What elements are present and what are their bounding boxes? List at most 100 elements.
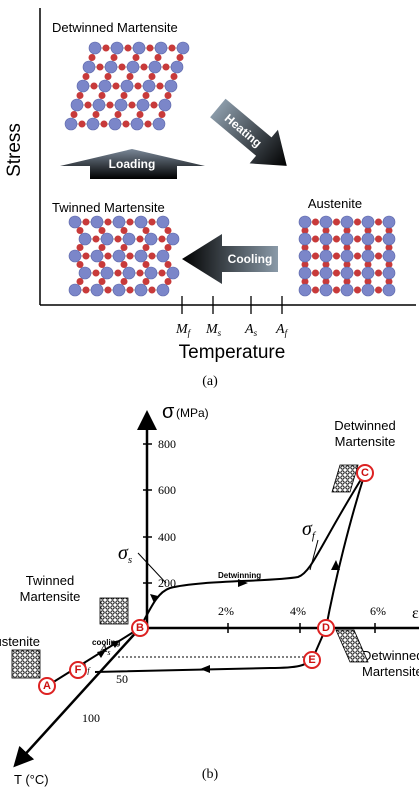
atom [312,253,319,260]
atom [383,233,395,245]
page: Stress Detwinned Martensite Twinned Mart… [0,0,419,794]
atom [149,219,156,226]
atom [299,250,311,262]
atom [103,45,110,52]
atom [383,216,395,228]
atom [129,102,136,109]
atom [119,64,126,71]
atom [159,270,166,277]
y-axis-label: Stress [4,123,25,177]
atom [171,73,178,80]
atom [362,250,374,262]
arrow-label: Cooling [228,252,273,266]
atom [109,118,121,130]
atom [91,284,103,296]
atom [107,102,114,109]
atom [113,284,125,296]
label: Detwinning [218,571,261,580]
atom [113,83,120,90]
atom [143,227,150,234]
atom [93,99,105,111]
atom [333,270,340,277]
atom [121,92,128,99]
tick-label: 2% [218,604,234,618]
label: σf [302,518,317,542]
point-label: C [361,467,369,479]
atom [362,284,374,296]
atom [69,216,81,228]
atom [163,64,170,71]
atom [79,121,86,128]
atom [354,236,361,243]
atom [77,244,84,251]
atom [105,61,117,73]
atom [137,236,144,243]
atom [93,111,100,118]
label: Martensite [335,434,396,449]
point-label: E [308,654,315,666]
heating-arrow: Heating [204,91,301,183]
atom [177,54,184,61]
tick-label: Ms [205,322,222,338]
atom [299,216,311,228]
atom [135,284,147,296]
atom [147,45,154,52]
atom [149,61,161,73]
atom [65,118,77,130]
atom [165,92,172,99]
atom [159,99,171,111]
tick-label: As [244,322,258,338]
atom [99,80,111,92]
atom [153,118,165,130]
atom [89,42,101,54]
atom [375,219,382,226]
atom [375,270,382,277]
atom [99,278,106,285]
atom [131,118,143,130]
label: Detwinned Martensite [52,20,178,35]
atom [157,284,169,296]
atom [312,287,319,294]
label: Twinned [26,573,74,588]
atom [91,216,103,228]
atom [341,233,353,245]
atom [362,267,374,279]
tick-label: 100 [82,711,100,725]
atom [143,278,150,285]
atom [93,270,100,277]
panel-b: σ (MPa) 800 600 400 200 2% 4% 6% ε 50 10… [0,401,419,787]
atom [333,287,340,294]
tick-label: 600 [158,483,176,497]
atom [105,253,112,260]
atom [83,219,90,226]
axis-symbol: σ [162,401,175,423]
atom [125,45,132,52]
atom [165,278,172,285]
atom [165,261,172,268]
atom [354,253,361,260]
atom [113,216,125,228]
atom [115,111,122,118]
atom [91,83,98,90]
atom [312,270,319,277]
atom [137,99,149,111]
caption: (b) [202,767,219,782]
caption: (a) [202,374,218,389]
atom [383,267,395,279]
atom [165,244,172,251]
atom [123,233,135,245]
atom [320,250,332,262]
atom [71,99,83,111]
atom [115,270,122,277]
atom [71,111,78,118]
atom [341,216,353,228]
atom [127,287,134,294]
atom [77,278,84,285]
atom [99,227,106,234]
atom [77,227,84,234]
atom [299,233,311,245]
atom [149,287,156,294]
label: Detwinned [334,418,395,433]
leader [138,553,166,583]
atom [143,92,150,99]
